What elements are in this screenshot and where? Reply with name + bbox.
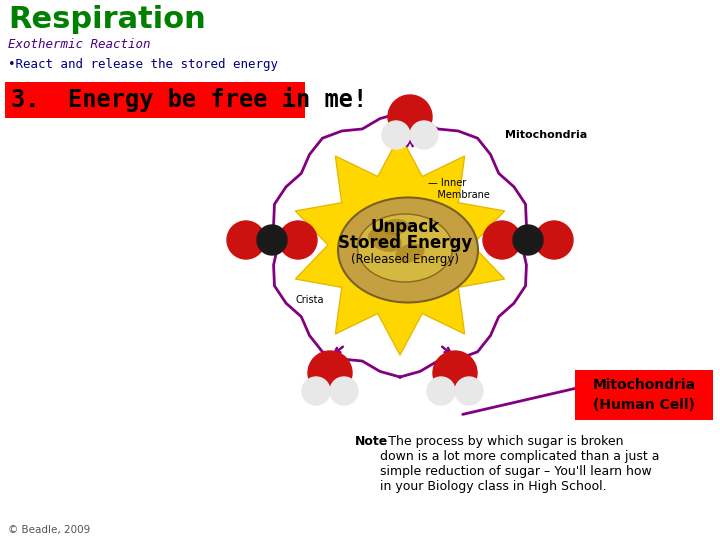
- Circle shape: [279, 221, 317, 259]
- Ellipse shape: [368, 228, 402, 252]
- Text: •React and release the stored energy: •React and release the stored energy: [8, 58, 278, 71]
- Text: Mitochondria: Mitochondria: [505, 130, 588, 140]
- Circle shape: [433, 351, 477, 395]
- Text: Unpack: Unpack: [370, 218, 440, 236]
- Circle shape: [427, 377, 455, 405]
- Circle shape: [330, 377, 358, 405]
- Text: Note: Note: [355, 435, 388, 448]
- Circle shape: [257, 225, 287, 255]
- Text: : The process by which sugar is broken
down is a lot more complicated than a jus: : The process by which sugar is broken d…: [380, 435, 660, 493]
- Ellipse shape: [381, 219, 409, 235]
- Circle shape: [410, 121, 438, 149]
- Text: Exothermic Reaction: Exothermic Reaction: [8, 38, 150, 51]
- Ellipse shape: [395, 244, 425, 262]
- Circle shape: [513, 225, 543, 255]
- Circle shape: [388, 95, 432, 139]
- Text: Crista: Crista: [295, 295, 323, 305]
- Ellipse shape: [338, 198, 478, 302]
- Circle shape: [382, 121, 410, 149]
- Circle shape: [227, 221, 265, 259]
- Text: — Inner
   Membrane: — Inner Membrane: [428, 178, 490, 200]
- FancyBboxPatch shape: [575, 370, 713, 420]
- Circle shape: [535, 221, 573, 259]
- Text: Respiration: Respiration: [8, 5, 206, 34]
- Text: Stored Energy: Stored Energy: [338, 234, 472, 252]
- Ellipse shape: [358, 214, 452, 282]
- Circle shape: [308, 351, 352, 395]
- Text: Mitochondria
(Human Cell): Mitochondria (Human Cell): [593, 378, 696, 411]
- Text: 3.  Energy be free in me!: 3. Energy be free in me!: [11, 87, 367, 112]
- FancyBboxPatch shape: [5, 82, 305, 118]
- Text: © Beadle, 2009: © Beadle, 2009: [8, 525, 90, 535]
- Text: (Released Energy): (Released Energy): [351, 253, 459, 266]
- Circle shape: [455, 377, 483, 405]
- Polygon shape: [295, 135, 505, 355]
- Circle shape: [483, 221, 521, 259]
- Circle shape: [302, 377, 330, 405]
